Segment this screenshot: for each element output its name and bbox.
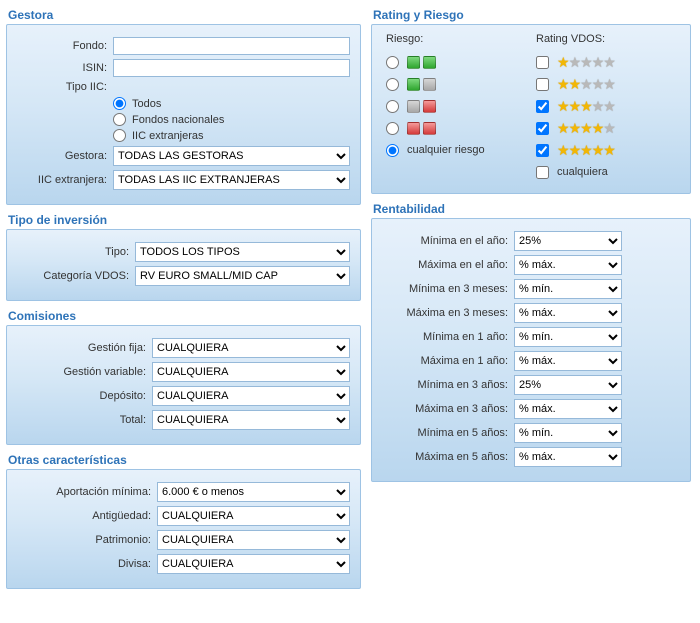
renta-label-6: Mínima en 3 años: xyxy=(382,379,514,391)
tipo-inversion-title: Tipo de inversión xyxy=(8,213,361,227)
comisiones-title: Comisiones xyxy=(8,309,361,323)
renta-label-8: Mínima en 5 años: xyxy=(382,427,514,439)
otras-select-2[interactable]: CUALQUIERA xyxy=(157,530,350,550)
otras-label-2: Patrimonio: xyxy=(17,534,157,546)
otras-select-3[interactable]: CUALQUIERA xyxy=(157,554,350,574)
renta-select-9[interactable]: % máx. xyxy=(514,447,622,467)
rating-stars-0: ★★★★★ xyxy=(557,55,615,69)
categoria-select[interactable]: RV EURO SMALL/MID CAP xyxy=(135,266,350,286)
riesgo-swatches-0 xyxy=(407,56,436,69)
rentabilidad-panel: Mínima en el año: 25%Máxima en el año: %… xyxy=(371,218,691,482)
gestora-panel: Fondo: ISIN: Tipo IIC: Todos Fondos naci… xyxy=(6,24,361,205)
fondo-label: Fondo: xyxy=(17,40,113,52)
otras-select-1[interactable]: CUALQUIERA xyxy=(157,506,350,526)
rating-vdos-label: Rating VDOS: xyxy=(532,33,680,45)
comisiones-panel: Gestión fija: CUALQUIERAGestión variable… xyxy=(6,325,361,445)
tipo-inversion-panel: Tipo: TODOS LOS TIPOS Categoría VDOS: RV… xyxy=(6,229,361,301)
rating-checkbox-4[interactable] xyxy=(536,144,549,157)
comision-select-3[interactable]: CUALQUIERA xyxy=(152,410,350,430)
rating-stars-2: ★★★★★ xyxy=(557,99,615,113)
rating-stars-3: ★★★★★ xyxy=(557,121,615,135)
riesgo-swatches-2 xyxy=(407,100,436,113)
renta-label-2: Mínima en 3 meses: xyxy=(382,283,514,295)
renta-label-0: Mínima en el año: xyxy=(382,235,514,247)
otras-label-3: Divisa: xyxy=(17,558,157,570)
otras-title: Otras características xyxy=(8,453,361,467)
riesgo-text-4: cualquier riesgo xyxy=(407,144,485,156)
renta-label-7: Máxima en 3 años: xyxy=(382,403,514,415)
comision-label-3: Total: xyxy=(17,414,152,426)
comision-label-1: Gestión variable: xyxy=(17,366,152,378)
rating-checkbox-3[interactable] xyxy=(536,122,549,135)
renta-label-1: Máxima en el año: xyxy=(382,259,514,271)
renta-select-0[interactable]: 25% xyxy=(514,231,622,251)
rating-checkbox-0[interactable] xyxy=(536,56,549,69)
gestora-title: Gestora xyxy=(8,8,361,22)
tipo-iic-radio-2[interactable] xyxy=(113,129,126,142)
otras-label-1: Antigüedad: xyxy=(17,510,157,522)
renta-label-5: Máxima en 1 año: xyxy=(382,355,514,367)
rating-checkbox-5[interactable] xyxy=(536,166,549,179)
renta-select-1[interactable]: % máx. xyxy=(514,255,622,275)
isin-input[interactable] xyxy=(113,59,350,77)
riesgo-radio-2[interactable] xyxy=(386,100,399,113)
rating-text-5: cualquiera xyxy=(557,166,608,178)
iic-extranjera-label: IIC extranjera: xyxy=(17,174,113,186)
gestora-select-label: Gestora: xyxy=(17,150,113,162)
comision-select-1[interactable]: CUALQUIERA xyxy=(152,362,350,382)
fondo-input[interactable] xyxy=(113,37,350,55)
tipo-select[interactable]: TODOS LOS TIPOS xyxy=(135,242,350,262)
iic-extranjera-select[interactable]: TODAS LAS IIC EXTRANJERAS xyxy=(113,170,350,190)
rating-riesgo-panel: Riesgo: cualquier riesgo Rating VDOS: ★★… xyxy=(371,24,691,194)
otras-label-0: Aportación mínima: xyxy=(17,486,157,498)
tipo-iic-radio-label-1: Fondos nacionales xyxy=(132,114,224,126)
rating-checkbox-1[interactable] xyxy=(536,78,549,91)
riesgo-label: Riesgo: xyxy=(382,33,522,45)
renta-label-3: Máxima en 3 meses: xyxy=(382,307,514,319)
rating-stars-4: ★★★★★ xyxy=(557,143,615,157)
renta-select-3[interactable]: % máx. xyxy=(514,303,622,323)
tipo-iic-radio-label-2: IIC extranjeras xyxy=(132,130,204,142)
rating-riesgo-title: Rating y Riesgo xyxy=(373,8,691,22)
renta-label-9: Máxima en 5 años: xyxy=(382,451,514,463)
otras-panel: Aportación mínima: 6.000 € o menosAntigü… xyxy=(6,469,361,589)
tipo-iic-radio-label-0: Todos xyxy=(132,98,161,110)
riesgo-swatches-1 xyxy=(407,78,436,91)
tipo-label: Tipo: xyxy=(17,246,135,258)
comision-label-2: Depósito: xyxy=(17,390,152,402)
renta-select-7[interactable]: % máx. xyxy=(514,399,622,419)
comision-label-0: Gestión fija: xyxy=(17,342,152,354)
renta-select-4[interactable]: % mín. xyxy=(514,327,622,347)
riesgo-radio-4[interactable] xyxy=(386,144,399,157)
tipo-iic-label: Tipo IIC: xyxy=(17,81,113,93)
comision-select-0[interactable]: CUALQUIERA xyxy=(152,338,350,358)
renta-select-5[interactable]: % máx. xyxy=(514,351,622,371)
otras-select-0[interactable]: 6.000 € o menos xyxy=(157,482,350,502)
riesgo-radio-1[interactable] xyxy=(386,78,399,91)
categoria-label: Categoría VDOS: xyxy=(17,270,135,282)
renta-select-6[interactable]: 25% xyxy=(514,375,622,395)
riesgo-radio-0[interactable] xyxy=(386,56,399,69)
renta-label-4: Mínima en 1 año: xyxy=(382,331,514,343)
renta-select-2[interactable]: % mín. xyxy=(514,279,622,299)
rating-stars-1: ★★★★★ xyxy=(557,77,615,91)
isin-label: ISIN: xyxy=(17,62,113,74)
riesgo-swatches-3 xyxy=(407,122,436,135)
tipo-iic-radio-1[interactable] xyxy=(113,113,126,126)
gestora-select[interactable]: TODAS LAS GESTORAS xyxy=(113,146,350,166)
tipo-iic-radio-0[interactable] xyxy=(113,97,126,110)
riesgo-radio-3[interactable] xyxy=(386,122,399,135)
comision-select-2[interactable]: CUALQUIERA xyxy=(152,386,350,406)
renta-select-8[interactable]: % mín. xyxy=(514,423,622,443)
rentabilidad-title: Rentabilidad xyxy=(373,202,691,216)
rating-checkbox-2[interactable] xyxy=(536,100,549,113)
